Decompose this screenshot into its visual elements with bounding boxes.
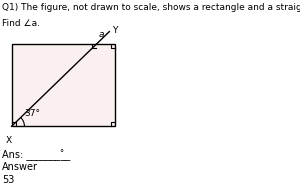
Bar [11,44,115,126]
Text: Answer: Answer [2,162,38,172]
Text: 37°: 37° [25,109,40,118]
Text: Ans: _________: Ans: _________ [2,149,70,160]
Text: Y: Y [112,26,118,35]
Bar [11,44,115,126]
Text: °: ° [59,149,64,158]
Text: Q1) The figure, not drawn to scale, shows a rectangle and a straight line XY.: Q1) The figure, not drawn to scale, show… [2,3,300,12]
Text: Find ∠a.: Find ∠a. [2,19,40,28]
Text: 53: 53 [2,175,15,185]
Text: a: a [98,30,104,39]
Text: X: X [6,136,12,145]
